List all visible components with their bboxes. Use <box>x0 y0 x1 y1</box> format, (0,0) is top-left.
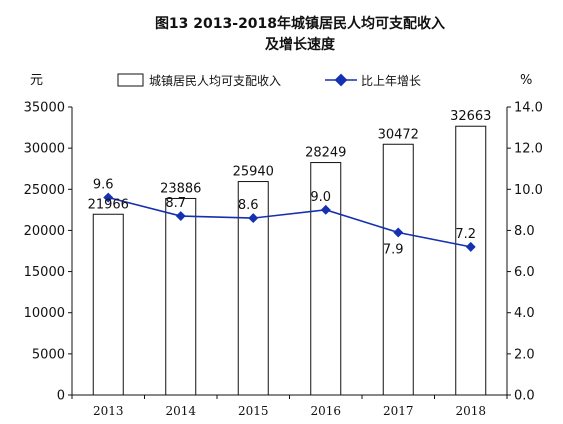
bar-value-label: 23886 <box>160 181 201 196</box>
legend-line-label: 比上年增长 <box>361 74 421 88</box>
bar-value-label: 32663 <box>450 109 491 124</box>
left-axis-tick-label: 20000 <box>24 224 65 239</box>
income-bar <box>165 197 197 396</box>
bar-series <box>92 125 487 396</box>
bar-value-label: 30472 <box>378 127 419 142</box>
bar-value-label: 21966 <box>88 197 129 212</box>
growth-marker <box>320 204 331 215</box>
income-bar <box>455 125 487 396</box>
growth-marker <box>393 227 404 238</box>
left-axis-tick-label: 0 <box>57 389 65 404</box>
data-labels: 21966 23886 25940 28249 30472 32663 9.6 8.7 8.6 9… <box>88 109 492 257</box>
legend-bar-swatch <box>117 73 144 87</box>
left-axis-tick-label: 5000 <box>32 347 65 362</box>
right-axis-unit: % <box>520 73 532 88</box>
left-axis-tick-label: 25000 <box>24 183 65 198</box>
right-axis-tick-label: 14.0 <box>514 101 543 116</box>
income-bar <box>310 162 342 396</box>
right-axis-tick-label: 10.0 <box>514 183 543 198</box>
axes: 0 5000 10000 15000 20000 25000 30000 35000 0.0 2.… <box>24 101 543 419</box>
growth-marker <box>465 241 476 252</box>
growth-marker <box>103 192 114 203</box>
growth-line <box>108 196 471 248</box>
legend-marker-icon <box>334 73 348 87</box>
x-axis-tick-label: 2017 <box>383 404 414 418</box>
line-series <box>103 192 476 252</box>
chart-title-line2: 及增长速度 <box>265 36 336 53</box>
growth-marker <box>248 213 259 224</box>
bar-value-label: 28249 <box>305 146 346 161</box>
left-axis-tick-label: 35000 <box>24 101 65 116</box>
growth-value-label: 7.2 <box>455 227 476 242</box>
chart-title-line1: 图13 2013-2018年城镇居民人均可支配收入 <box>155 15 445 32</box>
right-axis-tick-label: 8.0 <box>514 224 535 239</box>
right-axis-tick-label: 2.0 <box>514 347 535 362</box>
bar-value-label: 25940 <box>233 165 274 180</box>
x-axis-tick-label: 2014 <box>165 404 196 418</box>
x-axis-tick-label: 2016 <box>310 404 341 418</box>
growth-value-label: 8.7 <box>165 196 186 211</box>
left-axis-tick-label: 15000 <box>24 265 65 280</box>
left-axis-unit: 元 <box>30 73 43 88</box>
x-axis-tick-label: 2015 <box>238 404 269 418</box>
right-axis-tick-label: 0.0 <box>514 389 535 404</box>
income-bar <box>92 213 124 396</box>
growth-value-label: 9.6 <box>93 178 114 193</box>
right-axis-tick-label: 12.0 <box>514 142 543 157</box>
left-axis-tick-label: 30000 <box>24 142 65 157</box>
income-bar <box>382 143 414 396</box>
x-axis-tick-label: 2018 <box>455 404 486 418</box>
left-axis-tick-label: 10000 <box>24 306 65 321</box>
right-axis-tick-label: 4.0 <box>514 306 535 321</box>
right-axis-tick-label: 6.0 <box>514 265 535 280</box>
x-axis-tick-label: 2013 <box>93 404 124 418</box>
growth-marker <box>175 211 186 221</box>
growth-value-label: 9.0 <box>310 190 331 205</box>
legend: 城镇居民人均可支配收入 比上年增长 <box>117 73 421 88</box>
growth-value-label: 7.9 <box>383 242 404 257</box>
growth-value-label: 8.6 <box>238 198 259 213</box>
legend-bar-label: 城镇居民人均可支配收入 <box>149 74 281 88</box>
